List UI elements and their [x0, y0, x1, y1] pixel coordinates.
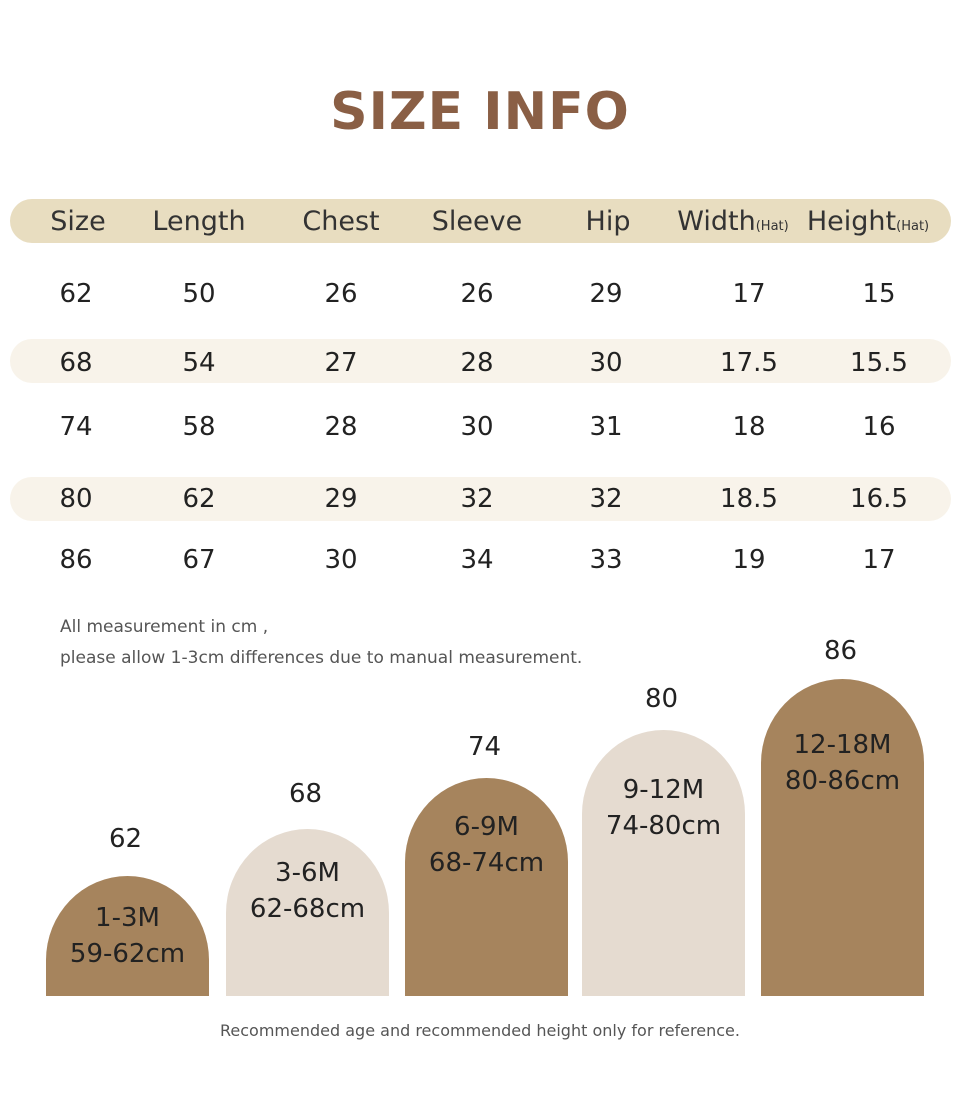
measurement-disclaimer: please allow 1-3cm differences due to ma… — [60, 648, 583, 668]
cell-length: 54 — [182, 348, 216, 378]
cell-chest: 30 — [324, 545, 358, 575]
cell-size: 74 — [59, 412, 93, 442]
arch-age: 6-9M — [454, 812, 519, 842]
cell-size: 68 — [59, 348, 93, 378]
header-label: Chest — [302, 206, 380, 237]
arch-size-62: 1-3M 59-62cm — [46, 876, 209, 996]
cell-height-hat: 15 — [862, 279, 896, 309]
arch-size-68: 3-6M 62-68cm — [226, 829, 389, 996]
arch-age: 3-6M — [275, 858, 340, 888]
arch-size-86: 12-18M 80-86cm — [761, 679, 924, 996]
cell-sleeve: 32 — [460, 484, 494, 514]
arch-height: 62-68cm — [249, 894, 366, 924]
arch-size-label: 68 — [288, 779, 323, 809]
header-label: Width — [677, 206, 756, 237]
arch-size-74: 6-9M 68-74cm — [405, 778, 568, 996]
cell-sleeve: 28 — [460, 348, 494, 378]
cell-height-hat: 16 — [862, 412, 896, 442]
cell-size: 80 — [59, 484, 93, 514]
header-label: Height — [806, 206, 897, 237]
footer-note: Recommended age and recommended height o… — [220, 1021, 740, 1040]
cell-chest: 28 — [324, 412, 358, 442]
cell-height-hat: 15.5 — [850, 348, 908, 378]
cell-sleeve: 26 — [460, 279, 494, 309]
cell-length: 62 — [182, 484, 216, 514]
header-sub-label: (Hat) — [755, 219, 789, 234]
header-sub-label: (Hat) — [896, 219, 930, 234]
page-title: SIZE INFO — [330, 82, 630, 142]
arch-height: 74-80cm — [605, 811, 722, 841]
header-width-hat: Width(Hat) — [663, 208, 803, 235]
cell-length: 50 — [182, 279, 216, 309]
header-label: Sleeve — [431, 206, 523, 237]
header-height-hat: Height(Hat) — [798, 208, 938, 235]
arch-height: 59-62cm — [69, 939, 186, 969]
measurement-note: All measurement in cm , — [60, 617, 269, 637]
header-label: Length — [152, 206, 246, 237]
header-label: Hip — [585, 206, 631, 237]
header-size: Size — [8, 208, 148, 235]
table-row-stripe — [10, 477, 951, 521]
arch-size-label: 86 — [823, 636, 858, 666]
cell-sleeve: 34 — [460, 545, 494, 575]
arch-age: 12-18M — [793, 730, 892, 760]
header-hip: Hip — [538, 208, 678, 235]
table-row-stripe — [10, 339, 951, 383]
cell-width-hat: 17 — [732, 279, 766, 309]
cell-chest: 26 — [324, 279, 358, 309]
cell-width-hat: 18.5 — [720, 484, 778, 514]
cell-size: 86 — [59, 545, 93, 575]
cell-height-hat: 17 — [862, 545, 896, 575]
cell-height-hat: 16.5 — [850, 484, 908, 514]
cell-width-hat: 19 — [732, 545, 766, 575]
arch-size-80: 9-12M 74-80cm — [582, 730, 745, 996]
cell-chest: 29 — [324, 484, 358, 514]
arch-height: 80-86cm — [784, 766, 901, 796]
cell-length: 58 — [182, 412, 216, 442]
cell-hip: 29 — [589, 279, 623, 309]
cell-chest: 27 — [324, 348, 358, 378]
cell-sleeve: 30 — [460, 412, 494, 442]
header-label: Size — [50, 206, 106, 237]
cell-size: 62 — [59, 279, 93, 309]
cell-width-hat: 18 — [732, 412, 766, 442]
table-header-bar — [10, 199, 951, 243]
arch-size-label: 80 — [644, 684, 679, 714]
cell-width-hat: 17.5 — [720, 348, 778, 378]
arch-age: 1-3M — [95, 903, 160, 933]
arch-size-label: 62 — [108, 824, 143, 854]
cell-length: 67 — [182, 545, 216, 575]
cell-hip: 32 — [589, 484, 623, 514]
cell-hip: 30 — [589, 348, 623, 378]
cell-hip: 33 — [589, 545, 623, 575]
arch-size-label: 74 — [467, 732, 502, 762]
header-chest: Chest — [271, 208, 411, 235]
arch-age: 9-12M — [622, 775, 705, 805]
cell-hip: 31 — [589, 412, 623, 442]
arch-height: 68-74cm — [428, 848, 545, 878]
header-length: Length — [129, 208, 269, 235]
header-sleeve: Sleeve — [407, 208, 547, 235]
